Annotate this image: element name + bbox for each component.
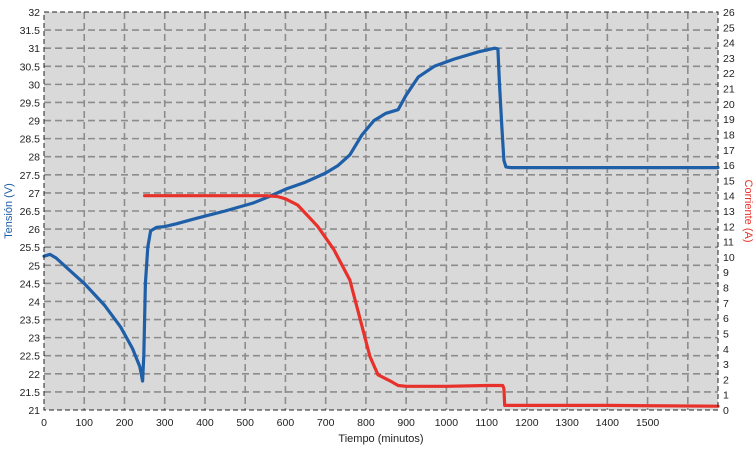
x-tick-label: 800: [357, 417, 375, 429]
x-tick-label: 1200: [515, 417, 539, 429]
left-tick-label: 31: [28, 43, 40, 55]
left-tick-label: 24: [28, 296, 40, 308]
series-layer: [42, 46, 720, 408]
right-tick-label: 0: [723, 405, 729, 417]
right-axis-title: Corriente (A): [742, 180, 754, 243]
right-tick-label: 16: [723, 160, 735, 172]
left-tick-label: 29.5: [20, 97, 41, 109]
right-tick-label: 22: [723, 68, 735, 80]
right-tick-label: 19: [723, 114, 735, 126]
x-axis-ticks: 0 100 200 300 400 500 600 700 800 900 1000 1100 1200…: [41, 417, 659, 429]
left-tick-label: 22.5: [20, 351, 41, 363]
left-tick-label: 23: [28, 333, 40, 345]
plot-frame: [43, 11, 719, 411]
right-axis-ticks: 0123456789101112131415161718192021222324…: [723, 7, 735, 417]
left-tick-label: 28: [28, 152, 40, 164]
right-tick-label: 14: [723, 191, 735, 203]
x-tick-label: 0: [41, 417, 47, 429]
left-tick-label: 27: [28, 188, 40, 200]
left-tick-label: 30: [28, 79, 40, 91]
x-tick-label: 100: [75, 417, 93, 429]
right-tick-label: 24: [723, 38, 735, 50]
right-tick-label: 1: [723, 390, 729, 402]
voltage-series-line: [42, 46, 720, 383]
right-tick-label: 7: [723, 298, 729, 310]
x-tick-label: 200: [116, 417, 134, 429]
left-tick-label: 27.5: [20, 170, 41, 182]
left-tick-label: 32: [28, 7, 40, 19]
left-tick-label: 31.5: [20, 25, 41, 37]
x-tick-label: 700: [317, 417, 335, 429]
right-tick-label: 26: [723, 7, 735, 19]
x-tick-label: 1300: [555, 417, 579, 429]
left-axis-ticks: 21 21.5 22 22.5 23 23.5 24 24.5 25 25.5 26 26.5 27 27…: [20, 7, 41, 417]
right-tick-label: 3: [723, 359, 729, 371]
right-tick-label: 8: [723, 283, 729, 295]
right-tick-label: 10: [723, 252, 735, 264]
right-tick-label: 13: [723, 206, 735, 218]
right-tick-label: 2: [723, 374, 729, 386]
right-tick-label: 6: [723, 313, 729, 325]
x-tick-label: 1400: [596, 417, 620, 429]
right-tick-label: 4: [723, 344, 729, 356]
left-tick-label: 25: [28, 260, 40, 272]
left-tick-label: 26.5: [20, 206, 41, 218]
right-tick-label: 20: [723, 99, 735, 111]
left-tick-label: 29: [28, 116, 40, 128]
x-tick-label: 600: [277, 417, 295, 429]
left-tick-label: 21.5: [20, 387, 41, 399]
right-tick-label: 21: [723, 84, 735, 96]
x-tick-label: 500: [236, 417, 254, 429]
right-tick-label: 12: [723, 221, 735, 233]
right-tick-label: 11: [723, 237, 734, 249]
x-axis-title: Tiempo (minutos): [338, 433, 423, 445]
left-tick-label: 24.5: [20, 278, 41, 290]
left-tick-label: 23.5: [20, 315, 41, 327]
left-tick-label: 22: [28, 369, 40, 381]
left-tick-label: 25.5: [20, 242, 41, 254]
left-axis-title: Tensión (V): [3, 183, 15, 239]
grid-lines: [44, 12, 718, 410]
current-series-line: [143, 194, 720, 408]
right-tick-label: 25: [723, 22, 735, 34]
left-tick-label: 21: [28, 405, 40, 417]
right-tick-label: 5: [723, 328, 729, 340]
left-tick-label: 30.5: [20, 61, 41, 73]
right-tick-label: 9: [723, 267, 729, 279]
left-tick-label: 26: [28, 224, 40, 236]
right-tick-label: 23: [723, 53, 735, 65]
right-tick-label: 15: [723, 175, 735, 187]
x-tick-label: 900: [397, 417, 415, 429]
x-tick-label: 400: [196, 417, 214, 429]
right-tick-label: 18: [723, 129, 735, 141]
x-tick-label: 300: [156, 417, 174, 429]
right-tick-label: 17: [723, 145, 735, 157]
x-tick-label: 1500: [636, 417, 660, 429]
left-tick-label: 28.5: [20, 134, 41, 146]
x-tick-label: 1000: [435, 417, 459, 429]
x-tick-label: 1100: [475, 417, 498, 429]
